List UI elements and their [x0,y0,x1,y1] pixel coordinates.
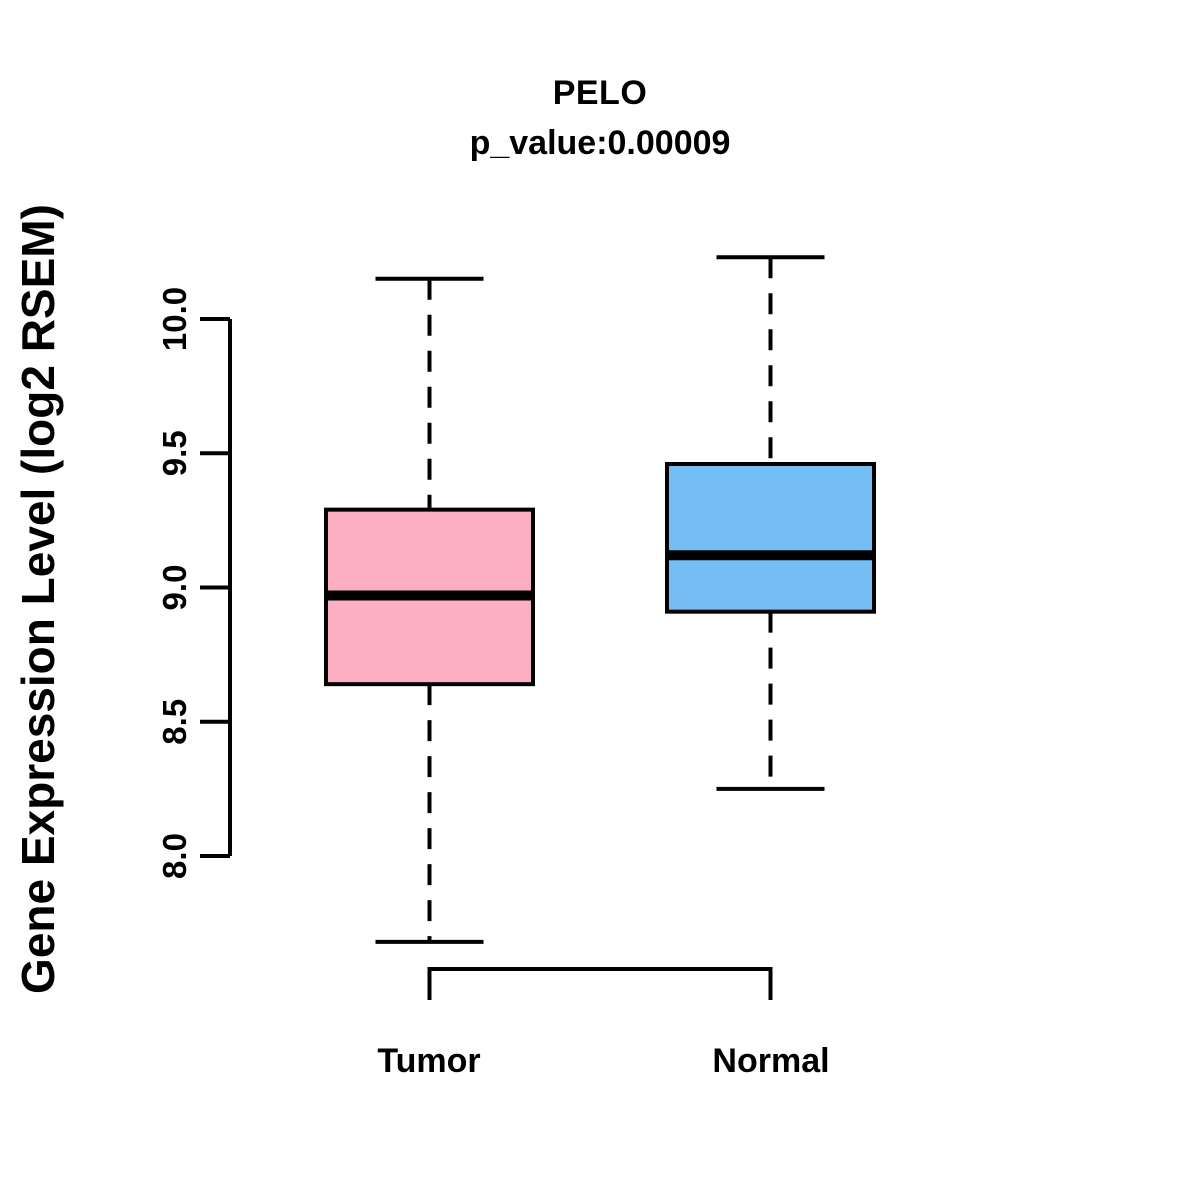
chart-title: PELO [552,74,648,112]
y-tick-label: 9.0 [156,565,193,611]
y-tick-label: 8.5 [156,699,193,745]
y-tick-label: 10.0 [156,287,193,351]
y-tick-label: 9.5 [156,430,193,476]
x-axis-bracket [427,967,773,1000]
normal-box [665,461,876,614]
p-value-label: p_value:0.00009 [469,124,731,162]
y-tick-label: 8.0 [156,833,193,879]
x-category-label-normal: Normal [712,1042,830,1080]
x-category-label-tumor: Tumor [377,1042,481,1080]
